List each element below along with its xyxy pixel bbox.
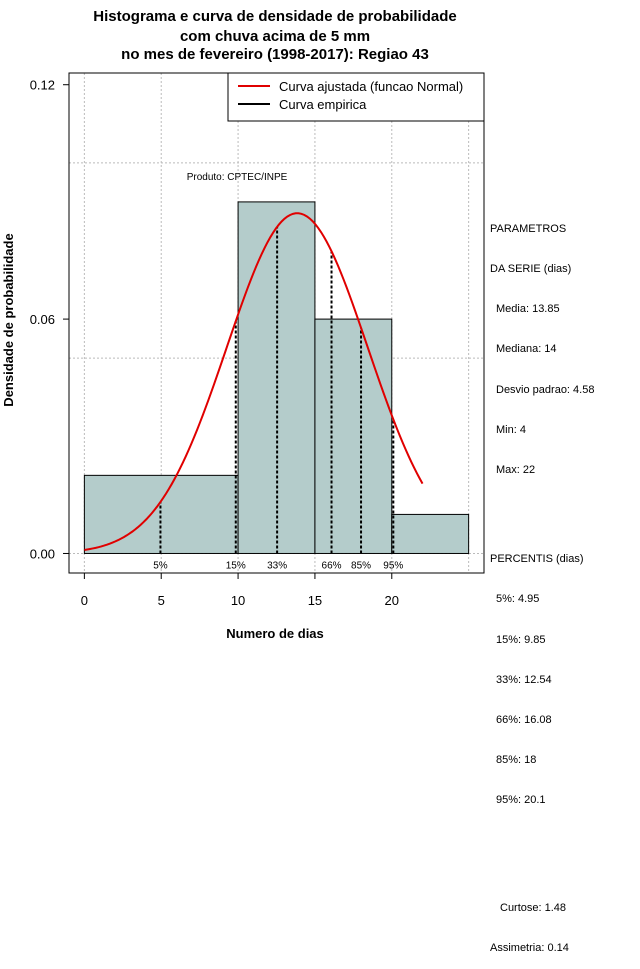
percentile-label-33: 33%: [267, 560, 287, 571]
chart-title-line-3: no mes de fevereiro (1998-2017): Regiao …: [121, 46, 429, 63]
parameter-mediana: Mediana: 14: [496, 343, 557, 356]
histogram-bar-3: [314, 318, 393, 554]
legend-box: [227, 72, 485, 122]
percentile-33: 33%: 12.54: [496, 673, 552, 686]
percentile-95: 95%: 20.1: [496, 794, 546, 807]
parameter-min: Min: 4: [496, 423, 526, 436]
percentile-label-15: 15%: [226, 560, 246, 571]
y-tick-label-1: 0.06: [30, 312, 55, 327]
histogram-bar-4: [391, 513, 470, 554]
chart-title-line-1: Histograma e curva de densidade de proba…: [93, 8, 456, 25]
kurtosis-value: Curtose: 1.48: [500, 901, 567, 914]
percentiles-header: PERCENTIS (dias): [490, 553, 584, 566]
parameters-header-line-2: DA SERIE (dias): [490, 263, 572, 276]
x-axis-title: Numero de dias: [226, 626, 324, 641]
histogram-chart: Histograma e curva de densidade de proba…: [1, 8, 485, 641]
parameter-desvio: Desvio padrao: 4.58: [496, 383, 595, 396]
x-tick-label-0: 0: [81, 593, 88, 608]
skewness-value: Assimetria: 0.14: [490, 941, 569, 954]
chart-title-line-2: com chuva acima de 5 mm: [180, 28, 370, 45]
y-tick-label-2: 0.12: [30, 78, 55, 93]
series-parameters-panel: PARAMETROS DA SERIE (dias) Media: 13.85 …: [490, 196, 594, 969]
percentile-label-85: 85%: [351, 560, 371, 571]
y-axis-title: Densidade de probabilidade: [1, 233, 16, 406]
parameter-media: Media: 13.85: [496, 303, 560, 316]
parameter-max: Max: 22: [496, 464, 536, 477]
percentile-15: 15%: 9.85: [496, 633, 546, 646]
percentile-85: 85%: 18: [496, 754, 537, 767]
x-tick-label-3: 15: [308, 593, 322, 608]
histogram-bar-1: [83, 474, 239, 554]
percentile-label-5: 5%: [153, 560, 168, 571]
normal-fit-curve: [84, 212, 424, 551]
legend-label-1: Curva ajustada (funcao Normal): [279, 79, 463, 94]
x-tick-label-1: 5: [158, 593, 165, 608]
parameters-header-line-1: PARAMETROS: [490, 222, 567, 235]
percentile-label-95: 95%: [383, 560, 403, 571]
percentile-5: 5%: 4.95: [496, 593, 540, 606]
x-tick-label-2: 10: [231, 593, 245, 608]
product-annotation: Produto: CPTEC/INPE: [187, 172, 288, 183]
y-tick-label-0: 0.00: [30, 546, 55, 561]
percentile-label-66: 66%: [322, 560, 342, 571]
percentile-66: 66%: 16.08: [496, 714, 552, 727]
legend-label-2: Curva empirica: [279, 97, 367, 112]
x-tick-label-4: 20: [385, 593, 399, 608]
